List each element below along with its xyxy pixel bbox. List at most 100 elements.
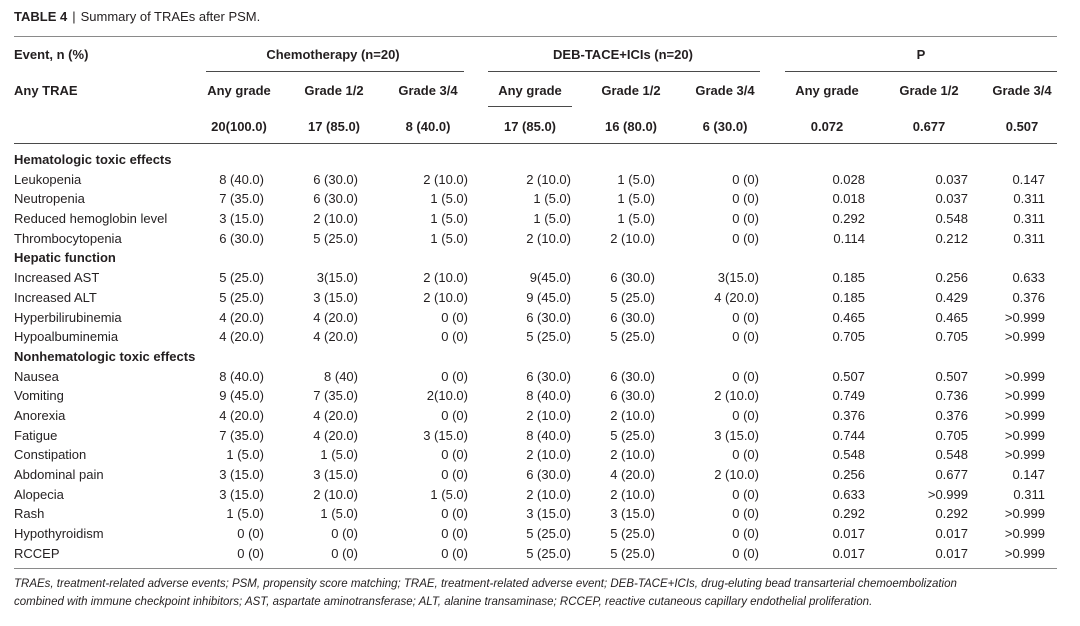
table-cell: 3 (15.0) [313, 289, 358, 305]
table-cell: 1 (5.0) [320, 506, 358, 522]
table-cell: 2 (10.0) [714, 467, 759, 482]
table-cell: 4 (20.0) [714, 289, 759, 305]
table-cell: 3 (15.0) [219, 467, 264, 482]
table-row: Hypoalbuminemia 4 (20.0) 4 (20.0) 0 (0) 5 (2… [0, 327, 1080, 347]
event-label: Reduced hemoglobin level [14, 211, 168, 227]
table-cell: 0 (0) [732, 309, 759, 325]
table-cell: 0.185 [832, 270, 865, 286]
table-cell: >0.999 [1004, 545, 1045, 561]
table-cell: 0 (0) [732, 211, 759, 227]
table-cell: 0 (0) [441, 526, 468, 542]
table-cell: 2 (10.0) [526, 407, 571, 423]
table-cell: 2 (10.0) [526, 230, 571, 246]
table-cell: 0.114 [833, 230, 865, 246]
total-deb-any: 17 (85.0) [503, 119, 557, 134]
table-cell: 0.548 [935, 211, 968, 227]
table-cell: >0.999 [1004, 526, 1045, 542]
table-cell: 0.548 [935, 447, 968, 463]
event-label: Increased ALT [14, 289, 97, 305]
table-cell: >0.999 [1004, 309, 1045, 325]
event-label: Vomiting [14, 388, 64, 404]
table-cell: 0.256 [832, 467, 865, 482]
table-cell: 0 (0) [441, 329, 468, 345]
table-cell: 9(45.0) [529, 270, 571, 286]
total-chemo-grade12: 17 (85.0) [307, 119, 361, 134]
any-trae-header: Any TRAE [14, 83, 78, 98]
table-cell: 0.376 [832, 407, 865, 423]
event-label: Leukopenia [14, 171, 82, 187]
table-cell: 4 (20.0) [219, 309, 264, 325]
table-cell: 4 (20.0) [313, 407, 358, 423]
table-cell: 2 (10.0) [610, 447, 655, 463]
table-cell: 0.465 [935, 309, 968, 325]
event-label: Constipation [14, 447, 87, 463]
table-cell: 3 (15.0) [714, 427, 759, 443]
table-cell: 0.292 [832, 506, 865, 522]
subheader-deb-grade12: Grade 1/2 [601, 83, 661, 98]
table-row: Hypothyroidism 0 (0) 0 (0) 0 (0) 5 (25.0) 5 (… [0, 524, 1080, 544]
table-cell: 0 (0) [732, 407, 759, 423]
table-cell: 0 (0) [441, 545, 468, 561]
table-cell: 0.376 [1012, 289, 1045, 305]
event-label: Abdominal pain [14, 467, 104, 482]
table-cell: 2 (10.0) [313, 211, 358, 227]
table-cell: 7 (35.0) [219, 191, 264, 207]
event-label: Thrombocytopenia [14, 230, 122, 246]
subheader-deb-any: Any grade [498, 83, 562, 98]
table-cell: 6 (30.0) [610, 309, 655, 325]
table-number: TABLE 4 [14, 9, 68, 24]
table-cell: 4 (20.0) [219, 329, 264, 345]
table-cell: 0.017 [935, 545, 968, 561]
table-cell: 0.037 [935, 191, 968, 207]
subheader-deb-grade34: Grade 3/4 [695, 83, 755, 98]
table-cell: 0.465 [832, 309, 865, 325]
table-cell: 0 (0) [732, 230, 759, 246]
table-cell: 6 (30.0) [526, 309, 571, 325]
table-cell: 0.292 [832, 211, 865, 227]
bottom-rule [14, 568, 1057, 569]
table-title: Summary of TRAEs after PSM. [80, 9, 261, 24]
table-cell: 1 (5.0) [430, 211, 468, 227]
total-deb-grade12: 16 (80.0) [604, 119, 658, 134]
table-cell: 0 (0) [732, 191, 759, 207]
chemotherapy-underline [206, 71, 464, 72]
table-caption: TABLE 4 | Summary of TRAEs after PSM. [14, 9, 260, 25]
table-cell: 4 (20.0) [313, 427, 358, 443]
table-cell: 9 (45.0) [526, 289, 571, 305]
table-cell: 3 (15.0) [526, 506, 571, 522]
event-label: Alopecia [14, 486, 64, 502]
table-cell: 0 (0) [441, 447, 468, 463]
table-cell: 2 (10.0) [526, 447, 571, 463]
table-cell: 0.017 [832, 545, 865, 561]
table-cell: >0.999 [1004, 368, 1045, 384]
table-cell: >0.999 [927, 486, 968, 502]
table-cell: 6 (30.0) [610, 270, 655, 286]
table-cell: 4 (20.0) [313, 329, 358, 345]
table-cell: 0.633 [1012, 270, 1045, 286]
table-cell: >0.999 [1004, 329, 1045, 345]
table-cell: 4 (20.0) [610, 467, 655, 482]
event-label: Rash [14, 506, 45, 522]
section-row: Hematologic toxic effects [0, 150, 1080, 170]
table-cell: 0.749 [832, 388, 865, 404]
section-label: Nonhematologic toxic effects [14, 348, 196, 364]
table-cell: 1 (5.0) [617, 211, 655, 227]
table-cell: 5 (25.0) [526, 526, 571, 542]
table-cell: 1 (5.0) [226, 447, 264, 463]
table-cell: 0 (0) [331, 526, 358, 542]
event-label: RCCEP [14, 545, 60, 561]
table-cell: 1 (5.0) [533, 191, 571, 207]
table-cell: 2 (10.0) [714, 388, 759, 404]
table-cell: 0 (0) [237, 526, 264, 542]
table-cell: 2 (10.0) [423, 171, 468, 187]
table-cell: 0 (0) [732, 486, 759, 502]
table-cell: 0.311 [1013, 486, 1045, 502]
top-rule [14, 36, 1057, 37]
table-cell: 2 (10.0) [526, 486, 571, 502]
table-cell: 0.633 [832, 486, 865, 502]
table-cell: 3 (15.0) [423, 427, 468, 443]
event-header: Event, n (%) [14, 47, 89, 62]
table-cell: 0.147 [1012, 467, 1045, 482]
table-footnote: TRAEs, treatment-related adverse events;… [14, 575, 1064, 611]
table-cell: 3 (15.0) [313, 467, 358, 482]
